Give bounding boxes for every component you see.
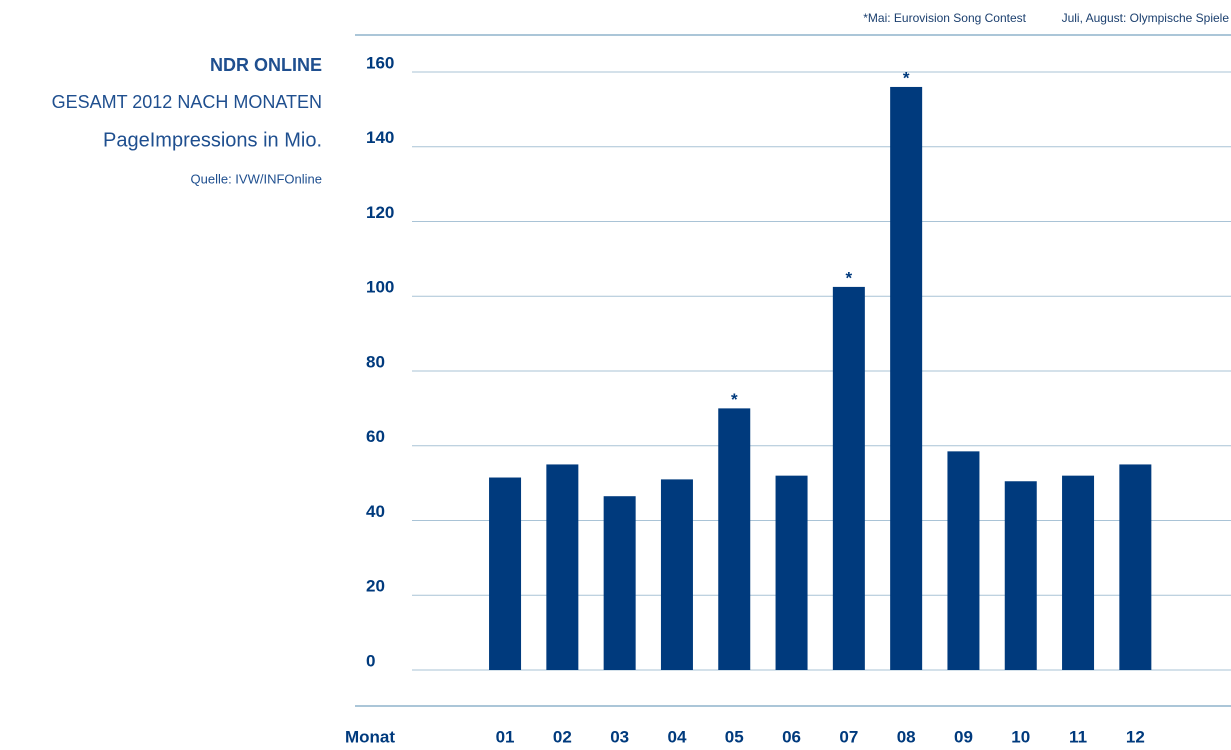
x-tick-label: 02: [553, 727, 572, 746]
bar-marker: *: [731, 390, 738, 409]
bar: [1062, 475, 1095, 670]
y-axis-label: PageImpressions in Mio.: [103, 129, 322, 151]
bar: [660, 479, 693, 670]
bar: [890, 86, 923, 670]
x-tick-label: 07: [839, 727, 858, 746]
bar-marker: *: [846, 268, 853, 287]
bar: [489, 477, 522, 670]
y-tick-label: 160: [366, 53, 394, 72]
bar: [1004, 481, 1037, 670]
chart-title: NDR ONLINE: [210, 55, 322, 75]
x-tick-label: 05: [725, 727, 744, 746]
bar: [718, 408, 751, 670]
x-tick-label: 01: [496, 727, 515, 746]
source: Quelle: IVW/INFOnline: [191, 171, 323, 186]
x-tick-label: 09: [954, 727, 973, 746]
y-tick-label: 100: [366, 278, 394, 297]
x-tick-label: 12: [1126, 727, 1145, 746]
x-tick-label: 04: [667, 727, 686, 746]
bar-marker: *: [903, 68, 910, 87]
x-tick-label: 11: [1069, 727, 1087, 746]
y-tick-label: 120: [366, 203, 394, 222]
chart-subtitle: GESAMT 2012 NACH MONATEN: [52, 92, 322, 112]
x-tick-label: 10: [1011, 727, 1030, 746]
y-tick-label: 60: [366, 427, 385, 446]
bar: [832, 286, 865, 670]
x-tick-label: 06: [782, 727, 801, 746]
bar: [603, 496, 636, 670]
x-axis-label: Monat: [345, 727, 395, 746]
note: *Mai: Eurovision Song Contest: [863, 11, 1026, 25]
y-tick-label: 20: [366, 577, 385, 596]
y-tick-label: 40: [366, 502, 385, 521]
y-tick-label: 140: [366, 128, 394, 147]
x-tick-label: 03: [610, 727, 629, 746]
bar: [775, 475, 808, 670]
bar: [947, 451, 980, 670]
bar: [1119, 464, 1152, 670]
y-tick-label: 80: [366, 352, 385, 371]
bar: [546, 464, 579, 670]
note: Juli, August: Olympische Spiele: [1062, 11, 1230, 25]
x-tick-label: 08: [897, 727, 916, 746]
y-tick-label: 0: [366, 651, 375, 670]
